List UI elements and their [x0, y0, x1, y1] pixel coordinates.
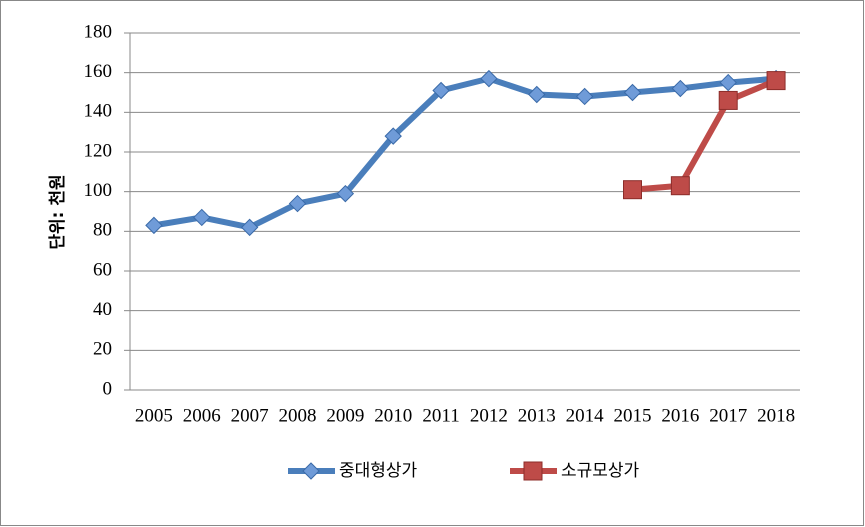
- legend-label: 소규모상가: [561, 461, 640, 481]
- y-tick-label: 60: [93, 259, 112, 280]
- y-tick-label: 160: [84, 61, 113, 82]
- x-tick-label: 2007: [231, 405, 269, 426]
- x-tick-label: 2005: [135, 405, 173, 426]
- data-point: [432, 81, 450, 100]
- data-point: [528, 85, 546, 104]
- y-tick-label: 120: [84, 140, 113, 161]
- data-point: [718, 90, 738, 110]
- x-tick-label: 2016: [661, 405, 699, 426]
- x-tick-label: 2018: [757, 405, 795, 426]
- data-point: [623, 180, 642, 200]
- x-tick-label: 2015: [614, 405, 652, 426]
- legend-marker: [302, 462, 320, 480]
- x-tick-label: 2012: [470, 405, 508, 426]
- data-point: [671, 79, 690, 98]
- x-tick-label: 2009: [326, 405, 364, 426]
- x-tick-label: 2013: [518, 405, 556, 426]
- data-point: [336, 184, 355, 203]
- y-axis-label: 단위: 천원: [48, 174, 68, 249]
- data-point: [193, 208, 211, 227]
- y-tick-label: 80: [93, 220, 112, 241]
- y-tick-label: 180: [84, 21, 113, 42]
- y-tick-label: 100: [84, 180, 113, 201]
- data-point: [480, 69, 498, 88]
- legend-marker: [523, 461, 543, 481]
- x-tick-label: 2011: [422, 405, 459, 426]
- y-tick-label: 40: [93, 299, 112, 320]
- data-point: [288, 194, 307, 213]
- x-tick-label: 2014: [566, 405, 605, 426]
- y-tick-label: 0: [103, 378, 113, 399]
- x-tick-label: 2017: [709, 405, 747, 426]
- x-tick-label: 2006: [183, 405, 221, 426]
- data-point: [766, 71, 786, 91]
- data-point: [575, 87, 594, 106]
- data-point: [719, 73, 737, 92]
- data-point: [623, 83, 642, 102]
- y-tick-label: 140: [84, 101, 113, 122]
- legend-label: 중대형상가: [339, 461, 418, 481]
- data-point: [670, 176, 690, 196]
- y-tick-label: 20: [93, 339, 112, 360]
- data-point: [240, 218, 259, 237]
- data-point: [145, 216, 163, 235]
- data-point: [384, 127, 402, 145]
- series-line: [632, 77, 778, 193]
- x-tick-label: 2008: [279, 405, 317, 426]
- x-tick-label: 2010: [374, 405, 412, 426]
